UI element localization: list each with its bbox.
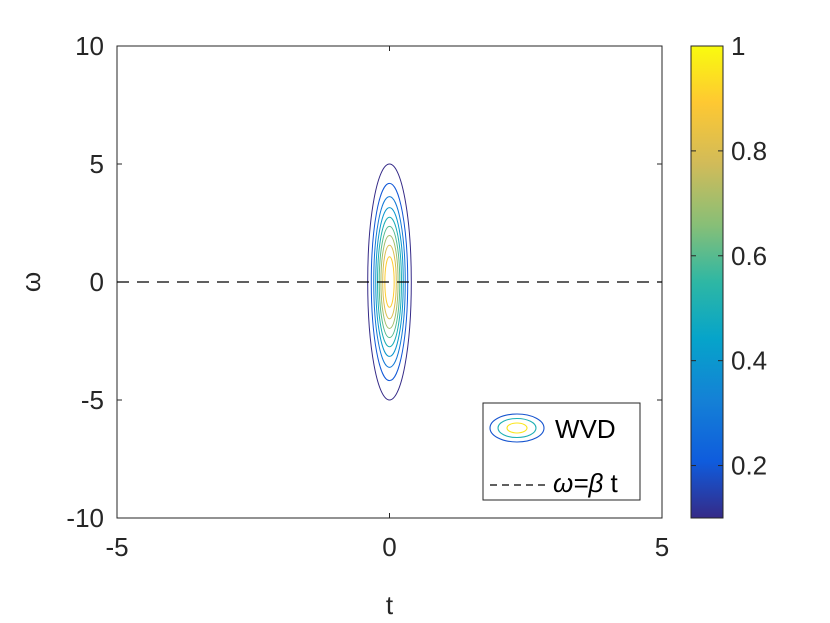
colorbar-ticks: 1 0.8 0.6 0.4 0.2	[691, 31, 767, 481]
axis-ticks	[116, 45, 663, 519]
colorbar-tick-label: 0.8	[731, 136, 767, 166]
legend-swatch-ring	[489, 413, 545, 443]
y-tick-label: -10	[66, 503, 104, 533]
colorbar-tick-label: 0.6	[731, 241, 767, 271]
colorbar-tick-label: 1	[731, 31, 745, 61]
x-tick-label: -5	[105, 532, 128, 562]
y-tick-label: 0	[90, 267, 104, 297]
legend-entry-ridge: ω=β t	[553, 468, 619, 498]
colorbar	[690, 45, 724, 519]
y-tick-label: -5	[81, 385, 104, 415]
x-tick-label: 5	[655, 532, 669, 562]
colorbar-tick-label: 0.2	[731, 451, 767, 481]
x-tick-label: 0	[382, 532, 396, 562]
y-axis-label: ω	[16, 272, 46, 292]
colorbar-tick-label: 0.4	[731, 346, 767, 376]
legend-contour-swatch	[489, 413, 545, 443]
legend-swatch-ring	[497, 417, 537, 439]
x-axis-label: t	[386, 590, 394, 620]
legend-swatch-ring	[506, 422, 528, 434]
y-tick-label: 5	[90, 149, 104, 179]
y-tick-label: 10	[75, 31, 104, 61]
legend: WVD ω=β t	[482, 402, 641, 501]
legend-entry-wvd: WVD	[555, 414, 616, 444]
